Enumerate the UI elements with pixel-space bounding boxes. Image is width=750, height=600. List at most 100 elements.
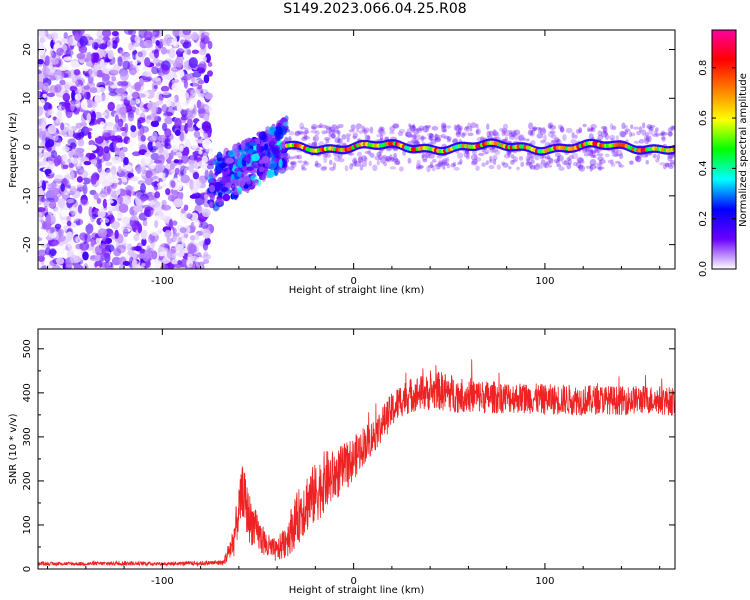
heatmap-cell: [536, 133, 544, 139]
heatmap-cell: [98, 43, 108, 50]
heatmap-cell: [96, 145, 104, 157]
heatmap-cell: [501, 129, 506, 137]
heatmap-cell: [202, 36, 209, 45]
heatmap-cell: [426, 132, 433, 137]
heatmap-cell: [38, 230, 48, 239]
heatmap-cell: [61, 138, 67, 145]
heatmap-cell: [117, 177, 123, 186]
heatmap-cell: [389, 154, 393, 160]
heatmap-cell: [69, 254, 79, 264]
heatmap-cell: [364, 150, 372, 155]
heatmap-cell: [588, 133, 594, 140]
heatmap-cell: [75, 122, 83, 129]
heatmap-cell: [397, 131, 404, 137]
heatmap-cell: [172, 234, 182, 245]
heatmap-cell: [41, 84, 49, 95]
heatmap-cell: [475, 165, 480, 171]
heatmap-cell: [376, 134, 382, 138]
heatmap-cell: [48, 200, 57, 209]
heatmap-cell: [329, 159, 333, 165]
heatmap-cell: [61, 126, 71, 138]
heatmap-cell: [98, 173, 107, 185]
heatmap-cell: [646, 124, 653, 130]
heatmap-cell: [336, 130, 341, 135]
heatmap-cell: [369, 126, 374, 134]
heatmap-cell: [41, 66, 50, 74]
heatmap-cell: [160, 85, 170, 93]
heatmap-cell: [445, 157, 450, 163]
heatmap-cell: [171, 144, 179, 153]
heatmap-cell: [103, 68, 109, 74]
heatmap-cell: [590, 149, 597, 154]
heatmap-cell: [361, 160, 367, 168]
heatmap-cell: [191, 31, 199, 41]
heatmap-cell: [376, 151, 382, 157]
heatmap-cell: [529, 164, 536, 170]
heatmap-cell: [90, 52, 98, 63]
heatmap-cell: [506, 150, 511, 156]
heatmap-cell: [378, 126, 383, 133]
heatmap-cell: [672, 126, 675, 130]
heatmap-cell: [549, 122, 554, 128]
heatmap-cell: [440, 122, 447, 130]
heatmap-cell: [389, 130, 395, 135]
heatmap-cell: [159, 181, 164, 187]
heatmap-cell: [90, 174, 97, 185]
heatmap-cell: [75, 99, 81, 108]
heatmap-cell: [63, 49, 74, 57]
heatmap-cell: [94, 42, 99, 49]
heatmap-cell: [138, 128, 144, 137]
heatmap-cell: [558, 124, 563, 130]
heatmap-cell: [42, 76, 49, 83]
heatmap-cell: [618, 162, 622, 168]
heatmap-cell: [60, 209, 68, 217]
snr-line: [38, 359, 675, 567]
heatmap-cell: [82, 251, 89, 261]
heatmap-cell: [77, 204, 83, 214]
heatmap-cell: [107, 101, 115, 112]
heatmap-cell: [154, 205, 162, 213]
heatmap-cell: [181, 75, 188, 83]
heatmap-cell: [141, 237, 147, 247]
heatmap-cell: [86, 61, 93, 67]
heatmap-cell: [328, 126, 336, 132]
heatmap-cell: [532, 126, 537, 130]
heatmap-cell: [101, 102, 109, 110]
heatmap-cell: [475, 128, 481, 135]
heatmap-cell: [204, 92, 214, 100]
heatmap-cell: [110, 179, 120, 184]
heatmap-cell: [492, 130, 498, 136]
heatmap-cell: [463, 150, 470, 158]
heatmap-cell: [161, 37, 170, 47]
heatmap-cell: [652, 133, 659, 137]
heatmap-cell: [94, 93, 103, 105]
heatmap-cell: [424, 124, 432, 128]
heatmap-cell: [45, 197, 55, 203]
heatmap-cell: [411, 133, 417, 140]
heatmap-cell: [197, 120, 202, 129]
heatmap-cell: [205, 53, 211, 63]
heatmap-cell: [583, 153, 591, 157]
heatmap-cell: [164, 229, 172, 238]
heatmap-cell: [38, 255, 45, 262]
heatmap-cell: [59, 71, 64, 80]
heatmap-cell: [140, 229, 148, 240]
heatmap-cell: [105, 185, 113, 193]
heatmap-cell: [594, 147, 599, 153]
snr-x-tick-label: 0: [350, 576, 356, 587]
heatmap-cell: [598, 167, 602, 171]
heatmap-cell: [154, 220, 159, 229]
heatmap-cell: [669, 160, 675, 165]
heatmap-cell: [38, 261, 42, 268]
heatmap-cell: [176, 49, 181, 57]
heatmap-cell: [134, 98, 141, 104]
heatmap-cell: [565, 127, 573, 134]
heatmap-cell: [355, 123, 362, 129]
heatmap-cell: [294, 130, 301, 136]
heatmap-cell: [590, 126, 594, 131]
heatmap-cell: [186, 126, 196, 132]
heatmap-cell: [442, 124, 447, 128]
heatmap-cell: [530, 159, 535, 164]
heatmap-cell: [251, 153, 260, 162]
heatmap-cell: [224, 182, 233, 189]
